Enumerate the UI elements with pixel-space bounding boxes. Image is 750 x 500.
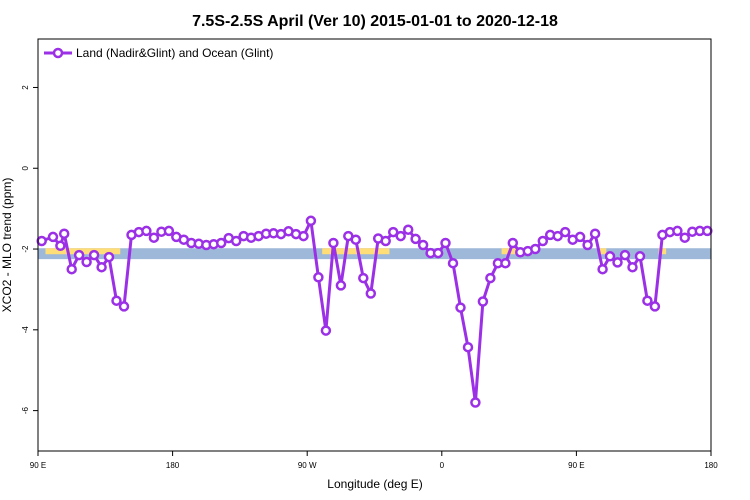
data-point — [395, 230, 406, 242]
data-point — [365, 288, 377, 299]
x-tick-label: 0 — [440, 461, 445, 470]
data-point — [627, 261, 638, 273]
legend: Land (Nadir&Glint) and Ocean (Glint) — [44, 46, 273, 60]
data-point — [66, 263, 77, 275]
data-point — [81, 256, 92, 268]
data-point — [358, 272, 369, 284]
data-point — [96, 261, 107, 273]
data-point — [36, 235, 47, 247]
land-band — [322, 248, 390, 255]
data-point — [679, 232, 691, 243]
surface-type-band — [38, 248, 711, 260]
data-point — [328, 237, 339, 249]
data-point — [118, 301, 130, 312]
data-point — [485, 272, 496, 284]
land-band — [45, 248, 121, 255]
data-point — [612, 257, 623, 268]
plot-area — [36, 215, 713, 408]
y-tick-label: -2 — [21, 245, 30, 253]
y-tick-label: 2 — [21, 85, 30, 90]
data-point — [103, 251, 115, 263]
data-point — [88, 249, 100, 261]
data-point — [215, 237, 227, 249]
data-point — [111, 295, 122, 306]
legend-marker-swatch — [52, 47, 64, 59]
data-point — [230, 235, 242, 247]
data-point — [649, 301, 661, 312]
x-axis-label: Longitude (deg E) — [327, 477, 422, 491]
land-band — [658, 248, 667, 255]
data-point — [148, 232, 160, 243]
data-point — [574, 231, 586, 243]
data-point — [58, 228, 70, 239]
data-point — [387, 226, 399, 238]
y-tick-label: 0 — [21, 165, 30, 170]
x-tick-label: 180 — [166, 461, 180, 470]
y-tick-label: -6 — [21, 407, 30, 415]
legend-entry-label: Land (Nadir&Glint) and Ocean (Glint) — [76, 46, 273, 60]
data-point — [634, 251, 646, 262]
data-point — [597, 263, 608, 275]
data-point — [552, 230, 563, 242]
data-point — [462, 341, 474, 353]
data-point — [559, 226, 571, 238]
x-axis: 90 E 180 90 W 0 90 E 180 — [30, 451, 718, 470]
data-point — [163, 225, 175, 237]
data-point — [402, 224, 414, 235]
data-point — [440, 237, 451, 249]
land-band — [598, 248, 607, 255]
series-line — [41, 219, 708, 404]
data-point — [470, 397, 481, 408]
data-point — [589, 228, 601, 239]
x-tick-label: 90 E — [568, 461, 584, 470]
data-point — [447, 257, 459, 269]
data-point — [530, 243, 541, 255]
x-tick-label: 90 E — [30, 461, 46, 470]
data-point — [410, 233, 421, 245]
data-point — [604, 251, 616, 262]
data-point — [582, 239, 593, 251]
data-point — [55, 240, 66, 252]
chart-title: 7.5S-2.5S April (Ver 10) 2015-01-01 to 2… — [192, 13, 558, 30]
data-point — [417, 239, 429, 251]
x-tick-label: 90 W — [298, 461, 317, 470]
data-point — [672, 225, 683, 237]
x-tick-label: 180 — [704, 461, 718, 470]
data-point — [313, 272, 324, 283]
data-point — [141, 225, 152, 237]
data-point — [298, 230, 309, 242]
data-point — [305, 215, 317, 227]
data-point — [619, 249, 631, 261]
y-tick-label: -4 — [21, 326, 30, 334]
data-point — [380, 235, 391, 247]
y-axis-label: XCO2 - MLO trend (ppm) — [0, 178, 14, 313]
data-point — [455, 302, 466, 313]
data-point — [702, 225, 713, 237]
data-point — [432, 247, 444, 259]
plot-frame — [37, 38, 712, 452]
y-axis: 2 0 -2 -4 -6 — [21, 85, 38, 414]
data-point — [320, 325, 332, 336]
data-point — [335, 280, 347, 291]
data-point — [477, 296, 489, 307]
land-band — [501, 248, 525, 255]
data-point — [642, 295, 653, 306]
data-point — [73, 249, 85, 261]
data-point — [47, 231, 59, 243]
data-point — [537, 235, 549, 247]
data-point — [500, 257, 511, 269]
data-point — [350, 234, 362, 245]
data-point — [507, 237, 519, 249]
